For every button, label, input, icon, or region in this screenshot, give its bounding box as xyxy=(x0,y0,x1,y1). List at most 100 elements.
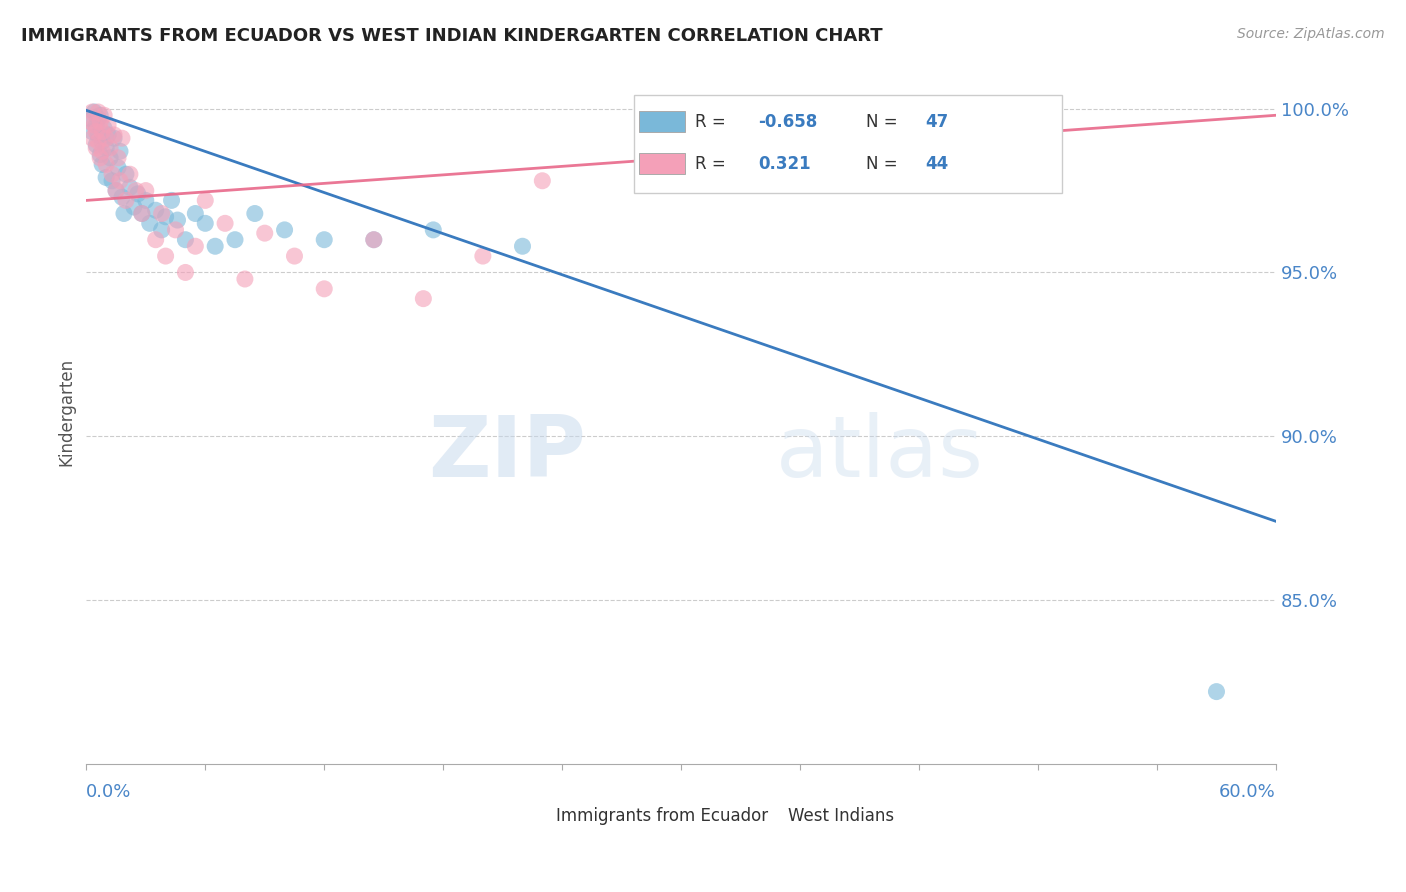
Point xyxy=(101,167,124,181)
Point xyxy=(115,194,138,208)
FancyBboxPatch shape xyxy=(640,153,685,174)
Point xyxy=(131,206,153,220)
Text: 60.0%: 60.0% xyxy=(1219,783,1277,801)
Point xyxy=(82,125,104,139)
Text: 0.321: 0.321 xyxy=(758,155,811,173)
FancyBboxPatch shape xyxy=(747,805,776,826)
Point xyxy=(115,167,138,181)
Point xyxy=(118,180,141,194)
Point xyxy=(174,265,197,279)
Point xyxy=(531,174,554,188)
Text: -0.658: -0.658 xyxy=(758,112,818,130)
Point xyxy=(89,115,111,129)
FancyBboxPatch shape xyxy=(634,95,1062,194)
Point xyxy=(94,131,117,145)
Point xyxy=(94,141,117,155)
Point xyxy=(135,194,157,208)
Point xyxy=(79,112,101,126)
Point xyxy=(82,105,104,120)
Point xyxy=(93,121,115,136)
Point xyxy=(105,184,128,198)
Point xyxy=(165,223,187,237)
Point xyxy=(118,167,141,181)
Point xyxy=(150,206,173,220)
Point xyxy=(135,184,157,198)
Text: West Indians: West Indians xyxy=(789,806,894,825)
Point xyxy=(108,174,131,188)
Text: IMMIGRANTS FROM ECUADOR VS WEST INDIAN KINDERGARTEN CORRELATION CHART: IMMIGRANTS FROM ECUADOR VS WEST INDIAN K… xyxy=(21,27,883,45)
Point xyxy=(87,105,110,120)
Point xyxy=(91,135,114,149)
Point xyxy=(87,135,110,149)
Point xyxy=(112,206,135,220)
Point xyxy=(174,233,197,247)
Point xyxy=(155,210,177,224)
Point xyxy=(204,239,226,253)
Text: N =: N = xyxy=(866,155,903,173)
Point xyxy=(84,141,107,155)
Point xyxy=(233,272,256,286)
FancyBboxPatch shape xyxy=(640,111,685,132)
Point xyxy=(108,145,131,159)
Point xyxy=(166,213,188,227)
Point xyxy=(103,131,125,145)
Point xyxy=(103,128,125,142)
Point xyxy=(84,118,107,132)
Text: 0.0%: 0.0% xyxy=(86,783,132,801)
Point xyxy=(79,115,101,129)
Point xyxy=(84,137,107,152)
Point xyxy=(89,147,111,161)
Point xyxy=(107,161,129,175)
Point xyxy=(87,128,110,142)
Text: R =: R = xyxy=(696,112,731,130)
Point xyxy=(83,118,105,132)
Text: N =: N = xyxy=(866,112,903,130)
Text: 44: 44 xyxy=(925,155,948,173)
Point xyxy=(224,233,246,247)
Point xyxy=(89,108,111,122)
Point xyxy=(145,203,167,218)
Point xyxy=(127,186,149,201)
Point xyxy=(111,190,134,204)
Point xyxy=(131,206,153,220)
Point xyxy=(363,233,385,247)
Text: ZIP: ZIP xyxy=(429,412,586,495)
Text: 47: 47 xyxy=(925,112,948,130)
Point xyxy=(512,239,534,253)
Point xyxy=(145,233,167,247)
Point xyxy=(82,131,104,145)
Text: atlas: atlas xyxy=(776,412,984,495)
Point xyxy=(107,151,129,165)
Point xyxy=(105,184,128,198)
Point xyxy=(84,125,107,139)
Point xyxy=(111,131,134,145)
Point xyxy=(214,216,236,230)
Point xyxy=(91,125,114,139)
Point xyxy=(471,249,494,263)
Point xyxy=(83,105,105,120)
Point xyxy=(243,206,266,220)
Point xyxy=(150,223,173,237)
Point xyxy=(91,145,114,159)
Point xyxy=(194,194,217,208)
Point xyxy=(139,216,162,230)
Point xyxy=(155,249,177,263)
FancyBboxPatch shape xyxy=(509,805,544,826)
Point xyxy=(273,223,295,237)
Point xyxy=(1205,684,1227,698)
Point xyxy=(94,170,117,185)
Point xyxy=(91,157,114,171)
Point xyxy=(283,249,305,263)
Point xyxy=(98,151,121,165)
Point xyxy=(93,108,115,122)
Text: Source: ZipAtlas.com: Source: ZipAtlas.com xyxy=(1237,27,1385,41)
Point xyxy=(97,128,120,142)
Point xyxy=(97,118,120,132)
Text: R =: R = xyxy=(696,155,731,173)
Point xyxy=(253,226,276,240)
Point xyxy=(160,194,183,208)
Point xyxy=(101,174,124,188)
Point xyxy=(98,141,121,155)
Point xyxy=(125,184,148,198)
Point xyxy=(314,282,336,296)
